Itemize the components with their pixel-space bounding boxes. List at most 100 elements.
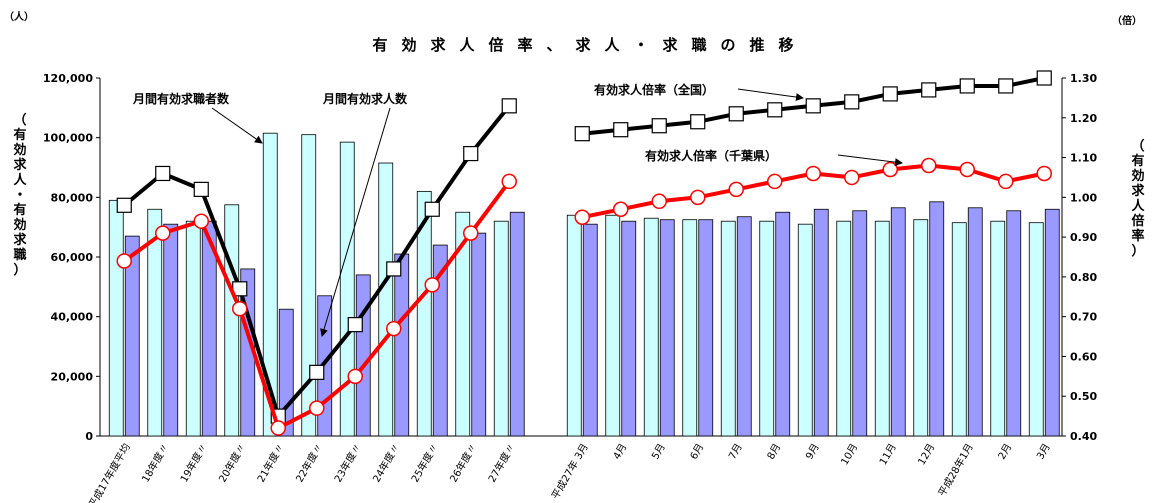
left-axis-title: （有効求人・有効求職）	[13, 112, 27, 278]
bar-job-seekers	[147, 208, 163, 437]
bar-job-openings	[394, 253, 410, 437]
point-ratio-national	[921, 82, 937, 98]
point-ratio-chiba	[805, 165, 821, 182]
bar-job-seekers	[1028, 222, 1044, 437]
line-ratio-chiba-group1	[123, 180, 511, 430]
point-ratio-national	[959, 78, 975, 94]
bar-job-seekers	[797, 223, 813, 437]
point-ratio-chiba	[613, 201, 629, 218]
x-category-label: 平成17年度平均	[85, 441, 133, 503]
point-ratio-chiba	[844, 169, 860, 186]
bar-job-openings	[1044, 208, 1060, 437]
point-ratio-chiba	[998, 173, 1014, 190]
point-ratio-national	[116, 197, 132, 213]
bar-job-seekers	[185, 220, 201, 437]
bar-job-seekers	[682, 219, 698, 437]
x-category-label: 12月	[916, 442, 938, 468]
bar-job-openings	[852, 210, 868, 437]
bar-job-openings	[509, 211, 525, 437]
left-tick-label: 40,000	[51, 311, 94, 324]
x-category-label: 6月	[688, 442, 707, 462]
bar-job-openings	[967, 207, 983, 437]
left-tick-label: 20,000	[51, 370, 94, 383]
x-category-label: 11月	[877, 442, 899, 468]
x-category-label: 24年度〃	[370, 441, 403, 485]
point-ratio-chiba	[232, 300, 248, 317]
bar-job-seekers	[455, 211, 471, 437]
point-ratio-chiba	[463, 225, 479, 241]
point-ratio-national	[728, 106, 744, 122]
point-ratio-national	[463, 145, 479, 162]
bar-job-seekers	[339, 141, 355, 437]
point-ratio-national	[805, 98, 821, 114]
point-ratio-chiba	[347, 368, 363, 385]
x-category-label: 4月	[611, 442, 630, 462]
bar-job-openings	[124, 235, 140, 437]
annotation-arrows	[211, 88, 903, 337]
bar-job-seekers	[990, 220, 1006, 437]
x-category-label: 19年度〃	[177, 441, 210, 485]
bar-job-seekers	[262, 132, 278, 437]
bar-job-seekers	[951, 222, 967, 437]
x-category-label: 27年度〃	[485, 441, 518, 485]
point-ratio-chiba	[193, 213, 209, 229]
point-ratio-chiba	[882, 161, 898, 178]
left-tick-label: 0	[85, 430, 93, 443]
bar-job-seekers	[301, 134, 317, 437]
right-tick-label: 0.40	[1070, 430, 1097, 443]
bar-job-openings	[775, 211, 791, 437]
bar-job-openings	[890, 207, 906, 437]
right-tick-label: 0.90	[1070, 231, 1097, 244]
x-category-label: 9月	[803, 442, 822, 462]
bar-job-openings	[659, 219, 675, 437]
right-tick-label: 1.10	[1070, 152, 1097, 165]
point-ratio-chiba	[767, 173, 783, 190]
bar-job-seekers	[416, 190, 432, 437]
point-ratio-chiba	[728, 181, 744, 198]
x-category-label: 5月	[649, 442, 668, 462]
point-ratio-chiba	[690, 189, 706, 206]
x-category-label: 18年度〃	[139, 441, 172, 485]
bar-job-openings	[1006, 210, 1022, 437]
x-category-label: 3月	[1034, 442, 1053, 462]
right-unit-label: （倍）	[1112, 14, 1142, 27]
arrow-ratio-national	[737, 88, 804, 102]
bar-job-seekers	[759, 220, 775, 437]
left-tick-label: 100,000	[43, 132, 93, 145]
bar-job-seekers	[643, 217, 659, 437]
point-ratio-national	[882, 86, 898, 102]
bar-job-openings	[355, 274, 371, 437]
bar-job-openings	[201, 220, 217, 437]
line-layer	[116, 70, 1052, 436]
bar-job-openings	[929, 201, 945, 437]
arrow-ratio-chiba	[837, 154, 903, 167]
bar-job-seekers	[605, 214, 621, 437]
x-category-label: 22年度〃	[293, 441, 326, 485]
point-ratio-chiba	[424, 277, 440, 293]
bar-job-openings	[621, 220, 637, 437]
bar-job-seekers	[566, 214, 582, 437]
bar-job-seekers	[224, 204, 240, 437]
annotation-ratio-chiba: 有効求人倍率（千葉県）	[645, 148, 777, 163]
annotation-job-openings: 月間有効求人数	[322, 91, 408, 106]
right-tick-label: 1.20	[1070, 112, 1097, 125]
right-tick-label: 0.50	[1070, 390, 1097, 403]
left-tick-label: 80,000	[51, 191, 94, 204]
point-ratio-national	[767, 102, 783, 118]
bar-job-openings	[163, 223, 179, 437]
x-category-label: 平成27年 3月	[548, 441, 590, 501]
arrow-job-seekers	[211, 107, 263, 144]
bar-job-openings	[471, 232, 487, 437]
right-tick-label: 1.00	[1070, 191, 1097, 204]
x-category-label: 8月	[765, 442, 784, 462]
x-category-label: 25年度〃	[408, 441, 441, 485]
point-ratio-national	[1036, 70, 1052, 86]
right-tick-label: 0.80	[1070, 271, 1097, 284]
point-ratio-national	[155, 165, 171, 182]
point-ratio-national	[613, 122, 629, 138]
point-ratio-national	[998, 78, 1014, 94]
bar-layer	[108, 132, 1060, 437]
point-ratio-national	[347, 317, 363, 333]
bar-job-openings	[582, 223, 598, 437]
